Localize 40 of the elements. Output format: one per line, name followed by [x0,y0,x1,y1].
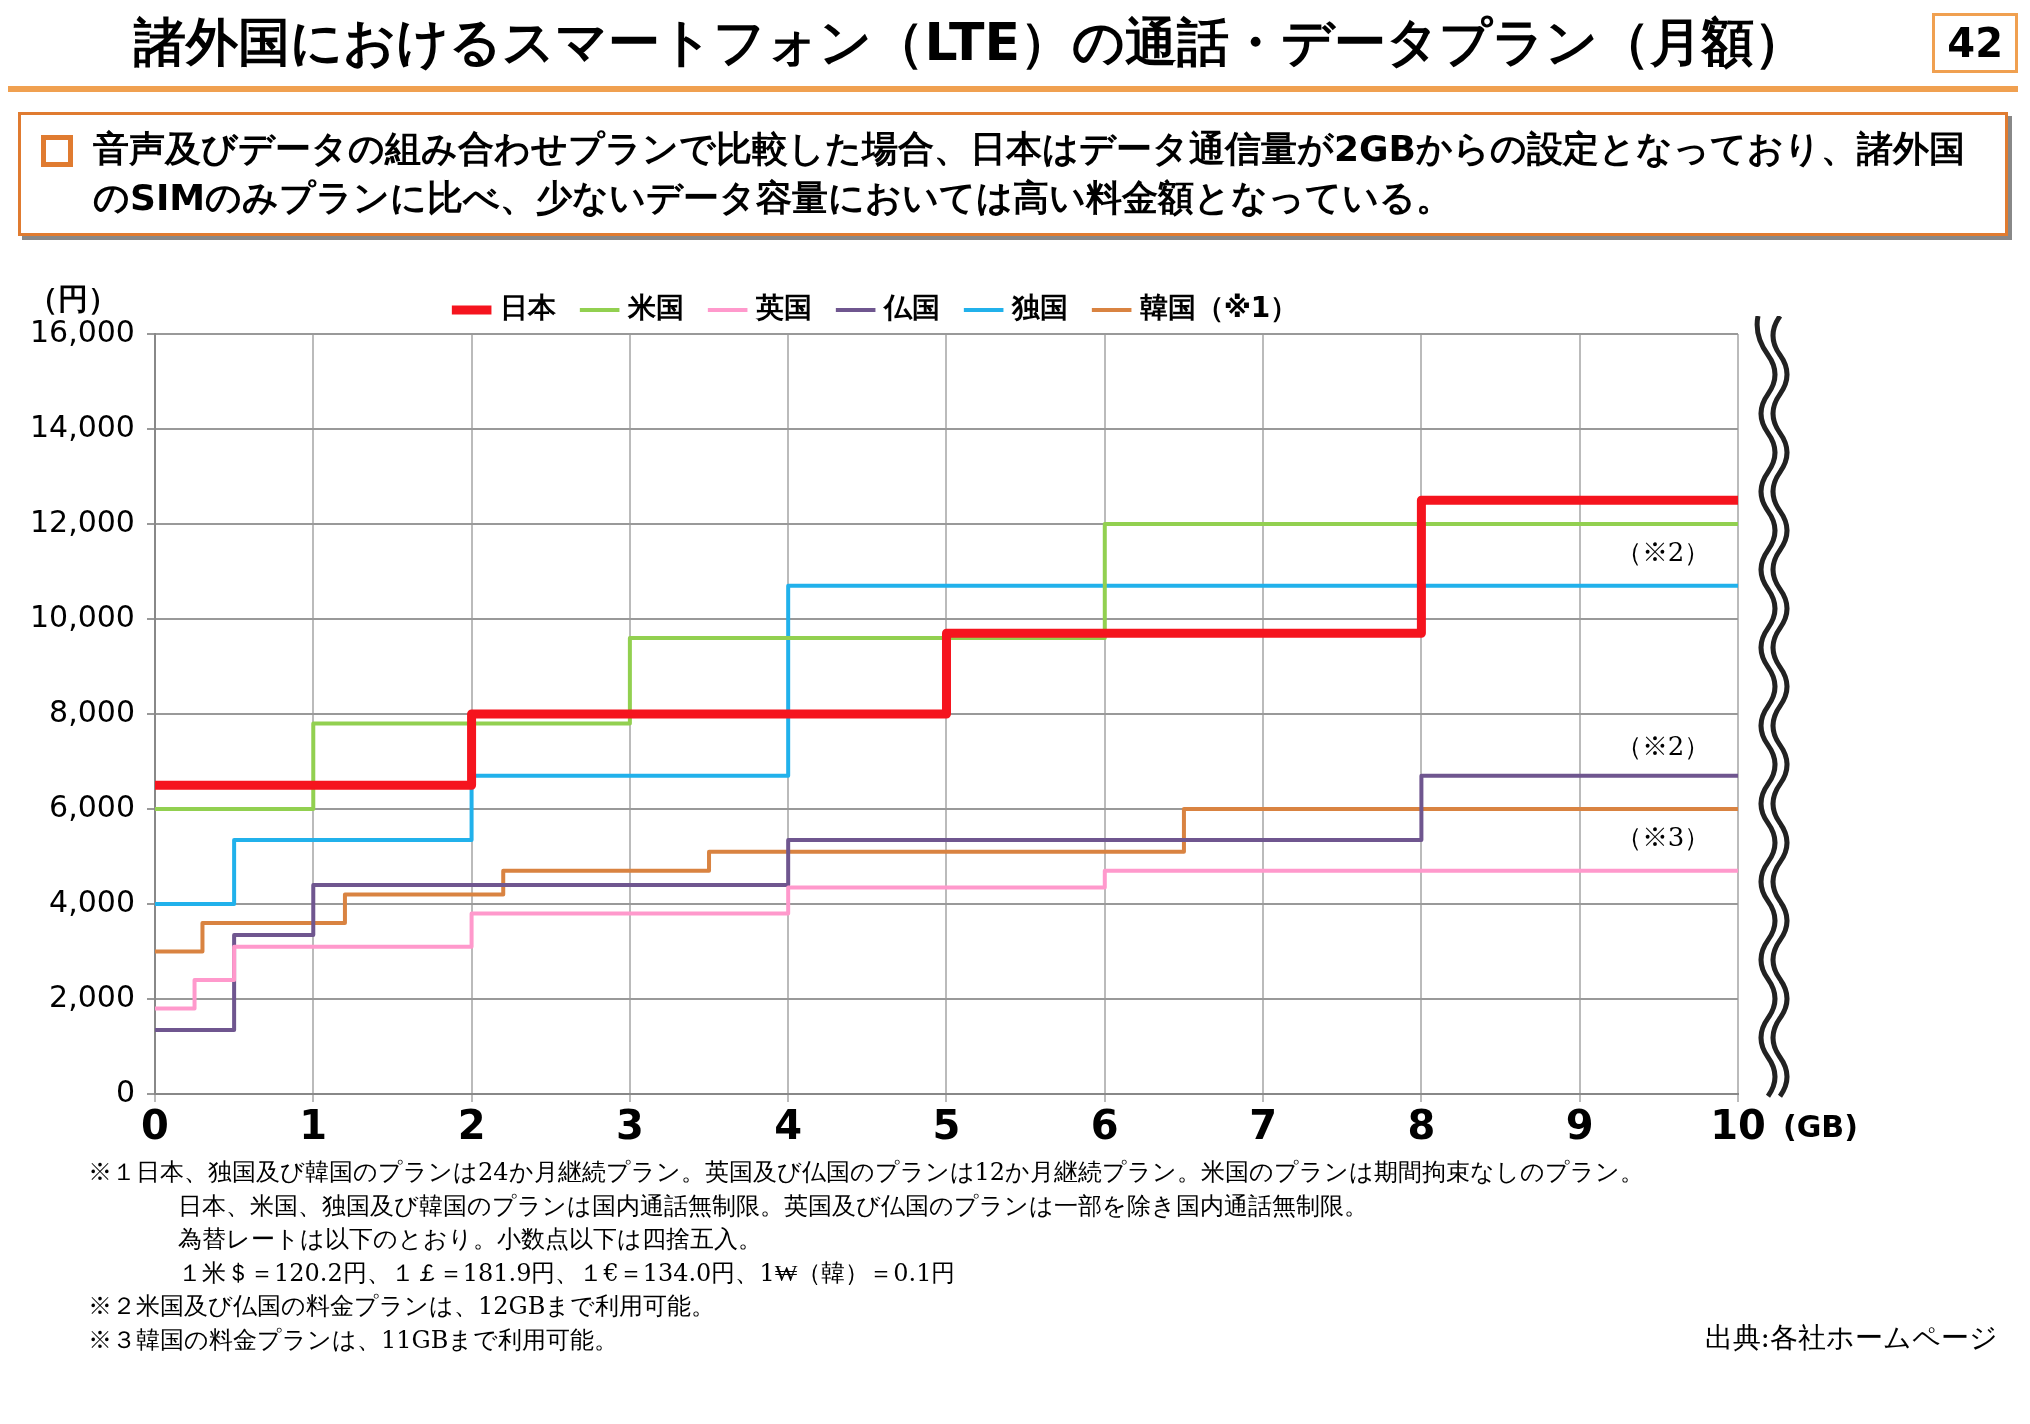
chart-subtitle: 音声及びデータの組み合わせプランで比較した場合、日本はデータ通信量が2GBからの設定となっており、諸外国のSIMのみプランに比べ、少ないデータ容量においては高い料金額となっている。 [93,127,1967,220]
x-tick-label: 8 [1407,1102,1436,1149]
x-tick-label: 9 [1565,1102,1594,1149]
x-tick-label: 3 [615,1102,644,1149]
legend-label: 英国 [754,291,812,325]
legend-label: 日本 [499,291,557,325]
y-tick-label: 12,000 [29,503,135,539]
source-note: 出典:各社ホームページ [1704,1320,1998,1357]
x-axis-title: (GB) [1783,1108,1858,1144]
x-tick-label: 5 [932,1102,961,1149]
x-tick-label: 0 [141,1102,169,1149]
text: 日本、米国、独国及び韓国のプランは国内通話無制限。英国及び仏国のプランは一部を除き国内通話無制限。 [178,1190,1369,1222]
y-tick-label: 8,000 [49,693,135,729]
x-tick-label: 7 [1249,1102,1278,1149]
text: ※３韓国の料金プランは、11GBまで利用可能。 [88,1325,619,1354]
y-tick-label: 10,000 [29,598,135,634]
legend-label: 韓国（※1） [1139,291,1299,325]
x-tick-label: 6 [1090,1102,1119,1149]
text: ※２米国及び仏国の料金プランは、12GBまで利用可能。 [88,1292,716,1321]
legend-label: 独国 [1010,291,1068,325]
y-tick-label: 6,000 [49,788,135,824]
x-tick-label: 1 [299,1102,328,1149]
y-tick-label: 14,000 [29,408,135,444]
text: 為替レートは以下のとおり。小数点以下は四捨五入。 [178,1224,763,1256]
legend-label: 米国 [626,291,684,325]
y-tick-label: 4,000 [49,883,135,919]
x-tick-label: 2 [457,1102,486,1149]
annotation: （※3） [1615,822,1711,853]
chart-title: 諸外国におけるスマートフォン（LTE）の通話・データプラン（月額） [132,11,1807,74]
legend-label: 仏国 [882,291,940,325]
text: １米＄＝120.2円、１￡＝181.9円、１€＝134.0円、1₩（韓）＝0.1円 [178,1257,957,1289]
x-tick-label: 10 [1710,1102,1766,1149]
annotation: （※2） [1615,537,1711,568]
y-tick-label: 0 [115,1073,135,1109]
text: 42 [1932,13,2018,73]
x-tick-label: 4 [774,1102,803,1149]
y-tick-label: 2,000 [49,978,135,1014]
annotation: （※2） [1615,730,1711,761]
y-axis-title: （円） [28,280,118,316]
text: ※１日本、独国及び韓国のプランは24か月継続プラン。英国及び仏国のプランは12か月継続プラン。米国のプランは期間拘束なしのプラン。 [88,1157,1646,1188]
